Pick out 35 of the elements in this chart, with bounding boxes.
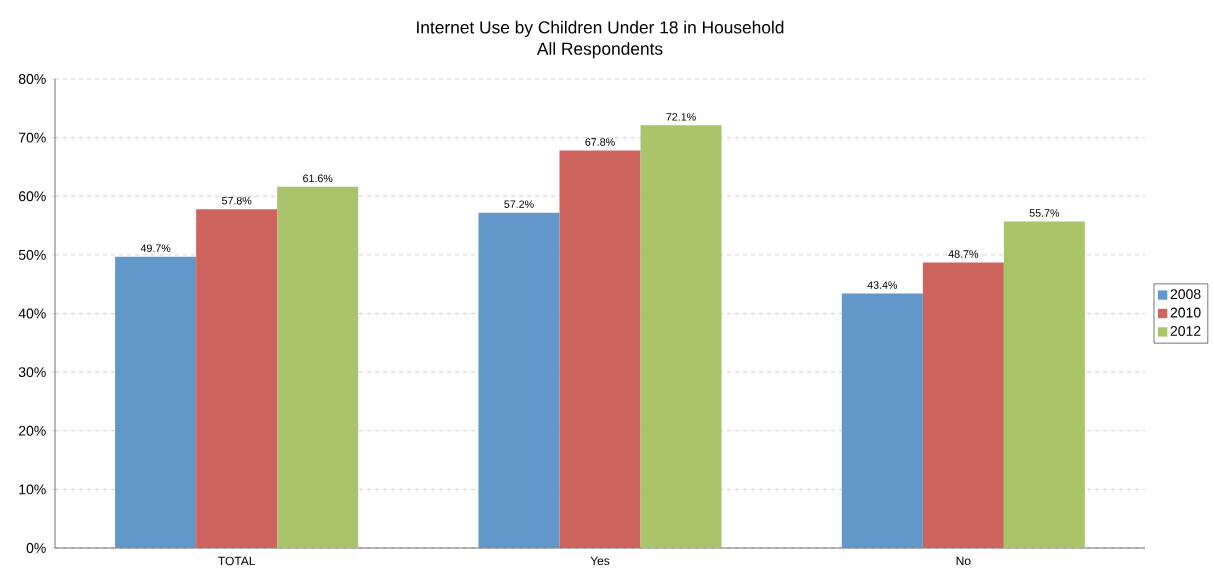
y-tick-label: 20% [18,425,46,436]
bar [277,186,359,548]
x-tick-label: No [956,556,971,566]
x-tick-label: TOTAL [218,556,256,566]
data-label: 55.7% [1029,209,1060,217]
data-label: 67.8% [585,138,615,146]
data-label: 48.7% [948,250,979,258]
x-tick-label: Yes [590,556,610,566]
bar [922,262,1004,548]
data-label: 57.8% [221,196,252,205]
legend-label: 2010 [1170,307,1201,318]
y-tick-label: 30% [18,367,46,378]
bar [196,209,278,548]
bar [115,256,197,548]
data-label: 61.6% [303,174,333,183]
chart-subtitle: All Respondents [536,42,663,59]
data-label: 72.1% [666,113,696,121]
legend-label: 2008 [1170,289,1201,300]
bar [640,125,722,548]
chart-title: Internet Use by Children Under 18 in Household [417,20,784,37]
y-tick-label: 0% [26,543,46,553]
y-tick-label: 80% [18,74,46,84]
bar [841,293,923,548]
y-tick-label: 10% [19,484,46,495]
data-label: 49.7% [140,244,171,252]
y-tick-label: 60% [18,191,46,202]
bar [1003,221,1085,548]
bar [559,150,641,548]
legend-label: 2012 [1170,326,1201,336]
data-label: 43.4% [867,281,898,289]
y-tick-label: 40% [18,308,46,319]
bar [478,212,560,548]
y-tick-label: 50% [18,249,46,260]
y-tick-label: 70% [18,132,46,143]
data-label: 57.2% [504,200,534,208]
